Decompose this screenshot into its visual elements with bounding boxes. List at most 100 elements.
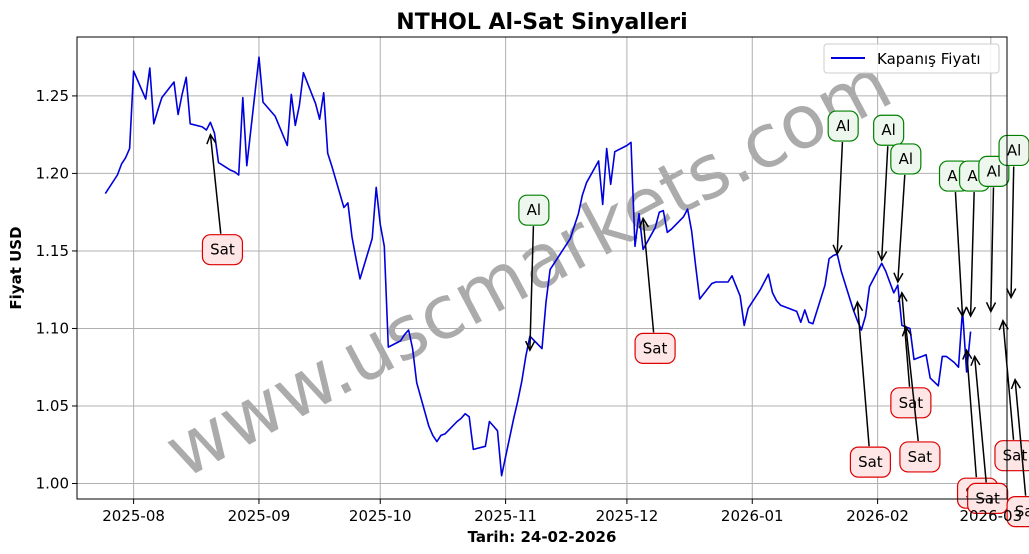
signal-arrow-head	[985, 301, 997, 314]
signal-arrow-head	[206, 133, 217, 145]
signal-arrow-line	[954, 191, 964, 317]
y-tick-label: 1.15	[36, 242, 69, 260]
x-tick-label: 2026-02	[846, 507, 909, 525]
y-tick-label: 1.05	[36, 397, 69, 415]
signal-arrow-head	[832, 244, 843, 256]
x-tick-label: 2025-11	[474, 507, 537, 525]
sell-signal: Sat	[634, 216, 676, 364]
signal-label: Al	[527, 201, 541, 219]
signal-arrow-head	[956, 306, 968, 318]
signal-label: Sat	[1003, 447, 1028, 465]
x-axis-label: Tarih: 24-02-2026	[468, 528, 617, 546]
sell-signal: Sat	[849, 300, 891, 478]
signal-label-box	[201, 234, 244, 266]
signal-arrow-line	[529, 226, 535, 351]
signal-arrow-line	[880, 146, 889, 261]
buy-signal: Al	[978, 155, 1010, 314]
annotation-layer: SatAlSatAlSatAlAlSatSatAlSatAlSatAlSatAl…	[201, 110, 1029, 528]
buy-signal: Al	[518, 194, 550, 352]
y-tick-label: 1.10	[36, 319, 69, 337]
signal-arrow-head	[638, 216, 650, 229]
signal-arrow-line	[1002, 320, 1015, 440]
signal-label: Sat	[899, 394, 924, 412]
chart-title: NTHOL Al-Sat Sinyalleri	[396, 10, 687, 35]
y-tick-label: 1.20	[36, 164, 69, 182]
buy-signal: Al	[890, 143, 922, 284]
signal-arrow-line	[905, 326, 919, 442]
legend-box	[823, 43, 1000, 74]
signal-label-box	[873, 114, 905, 146]
signal-label: Sat	[210, 241, 235, 259]
signal-arrow-line	[969, 192, 975, 317]
signal-arrow-line	[1010, 166, 1015, 298]
legend-label: Kapanış Fiyatı	[877, 50, 981, 68]
signal-label: Sat	[975, 489, 1000, 507]
signal-label: Sat	[1015, 503, 1029, 521]
x-tick-label: 2025-10	[349, 507, 412, 525]
signal-label: Al	[987, 162, 1001, 180]
sell-signal: Sat	[1006, 377, 1029, 528]
signal-arrow-line	[901, 292, 911, 387]
sell-signal: Sat	[967, 354, 1009, 514]
signal-label: Sat	[643, 339, 668, 357]
signal-arrow-head	[965, 306, 977, 318]
y-tick-label: 1.25	[36, 87, 69, 105]
signal-arrow-head	[901, 325, 912, 337]
signal-arrow-head	[1006, 288, 1017, 300]
signal-arrow-line	[642, 218, 655, 333]
x-tick-label: 2025-09	[228, 507, 291, 525]
line-layer	[104, 56, 972, 477]
plot-frame	[76, 36, 1008, 500]
signal-label: Al	[836, 117, 850, 135]
signal-arrow-head	[524, 340, 536, 352]
signal-label: Sat	[908, 448, 933, 466]
signal-label: Al	[899, 150, 913, 168]
signal-label-box	[967, 482, 1009, 514]
signal-arrow-line	[973, 356, 987, 483]
sell-signal: Sat	[201, 133, 244, 266]
signal-arrow-head	[876, 250, 888, 262]
x-tick-label: 2026-01	[721, 507, 784, 525]
signal-label: Al	[967, 167, 981, 185]
signal-label-box	[899, 441, 941, 473]
buy-signal: Al	[827, 110, 859, 256]
price-series-line	[104, 56, 972, 477]
signal-label: Al	[881, 121, 895, 139]
signal-label-box	[634, 332, 676, 364]
y-axis-label: Fiyat USD	[7, 226, 25, 309]
signal-arrow-head	[962, 348, 973, 360]
signal-label-box	[890, 387, 932, 419]
signal-label-box	[890, 143, 922, 175]
signal-arrow-line	[1014, 379, 1027, 496]
signal-arrow-line	[990, 187, 995, 312]
signal-label: Sat	[858, 453, 883, 471]
signal-label: Al	[947, 167, 961, 185]
signal-label-box	[849, 446, 891, 478]
signal-label-box	[1006, 496, 1029, 528]
signal-label-box	[518, 194, 550, 226]
signal-arrow-line	[209, 134, 222, 234]
sell-signal: Sat	[994, 319, 1029, 472]
signal-label: Al	[1007, 141, 1021, 159]
signal-arrow-head	[893, 272, 904, 284]
buy-signal: Al	[998, 134, 1029, 300]
signal-label-box	[827, 110, 859, 142]
x-tick-label: 2026-03	[959, 507, 1022, 525]
sell-signal: Sat	[890, 291, 932, 419]
signal-arrow-line	[965, 350, 978, 478]
signal-arrow-head	[897, 291, 908, 303]
watermark: www.uscmarkets.com	[152, 40, 905, 495]
buy-signal: Al	[873, 114, 905, 262]
ticks: 2025-08 2025-09 2025-10 2025-11 2025-12 2026-…	[36, 87, 1023, 525]
y-tick-label: 1.00	[36, 474, 69, 492]
sell-signal: Sat	[899, 325, 941, 473]
x-tick-label: 2025-12	[596, 507, 659, 525]
legend: Kapanış Fiyatı	[823, 43, 1000, 74]
signal-label-box	[978, 155, 1010, 188]
signal-arrow-head	[1010, 377, 1022, 390]
x-tick-label: 2025-08	[102, 507, 165, 525]
signal-arrow-head	[852, 300, 864, 312]
signal-arrow-head	[998, 319, 1009, 331]
signal-arrow-line	[836, 141, 844, 255]
